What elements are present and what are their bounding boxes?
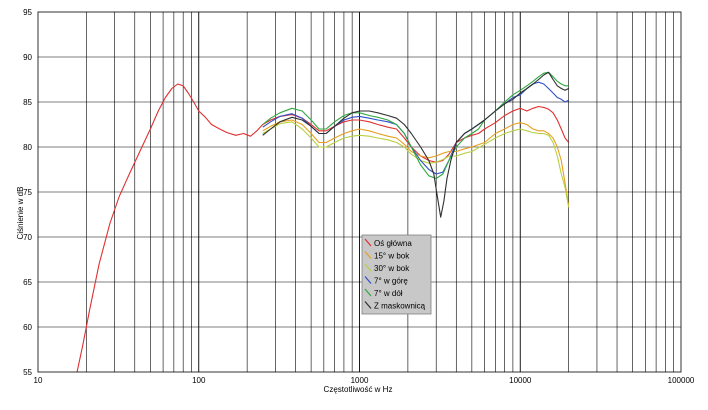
series-line-5	[262, 71, 569, 180]
y-tick-label: 85	[23, 98, 32, 107]
legend-swatch	[364, 251, 372, 259]
legend-swatch	[364, 238, 372, 247]
legend-box	[361, 234, 432, 315]
y-tick-label: 55	[23, 368, 32, 377]
series-line-3	[262, 121, 570, 208]
x-tick-label: 10	[34, 376, 43, 385]
legend-swatch	[364, 288, 372, 297]
plot-frame	[37, 11, 682, 373]
legend-swatch	[364, 263, 372, 272]
series-lines	[76, 71, 570, 373]
legend-swatch	[364, 301, 372, 309]
series-line-2	[262, 119, 570, 206]
y-tick-label: 80	[23, 143, 32, 152]
x-tick-label: 1000	[351, 376, 369, 385]
grid	[38, 12, 681, 372]
y-tick-label: 75	[23, 188, 32, 197]
y-tick-label: 90	[23, 53, 32, 62]
legend-entry: Oś główna	[374, 239, 412, 248]
x-tick-label: 100000	[668, 376, 695, 385]
y-axis-label: Ciśnienie w dB	[16, 187, 25, 240]
x-axis-label: Częstotliwość w Hz	[324, 385, 393, 394]
y-tick-label: 95	[23, 8, 32, 17]
legend-swatch	[364, 276, 372, 284]
legend-entry: Z maskownicą	[374, 302, 426, 311]
legend-entry: 30° w bok	[374, 264, 410, 273]
y-tick-label: 65	[23, 278, 32, 287]
series-line-6	[262, 71, 569, 218]
y-tick-label: 60	[23, 323, 32, 332]
legend-entry: 7° w górę	[374, 277, 408, 286]
x-tick-label: 100	[192, 376, 206, 385]
y-tick-label: 70	[23, 233, 32, 242]
legend: Oś główna 15° w bok 30° w bok 7° w górę 7° w…	[361, 234, 432, 315]
legend-entry: 15° w bok	[374, 252, 410, 261]
x-tick-label: 10000	[509, 376, 532, 385]
legend-entry: 7° w dół	[374, 289, 403, 298]
tick-labels: 55 60 65 70 75 80 85 90 95 10 100 1000 10000 100000	[23, 8, 695, 385]
